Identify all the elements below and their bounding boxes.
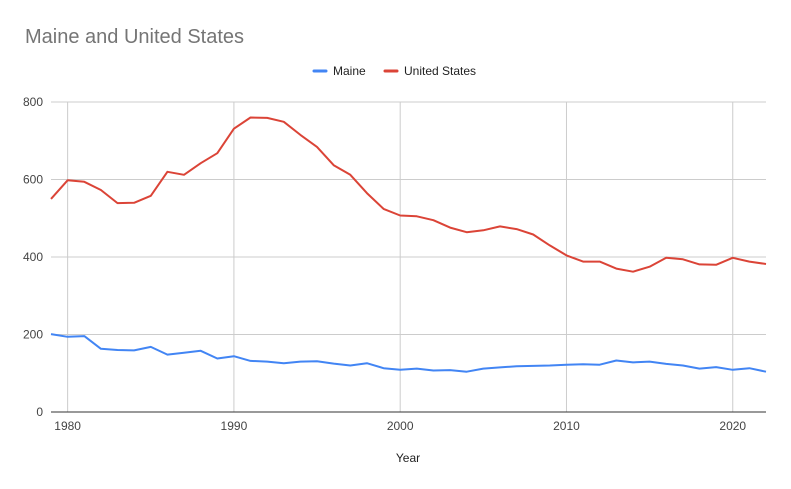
x-tick-label: 2010 [553,419,580,433]
tick-labels: 0 200 400 600 800 1980 1990 2000 2010 2020 [23,95,746,433]
x-tick-label: 2000 [387,419,414,433]
x-tick-label: 1980 [54,419,81,433]
y-tick-label: 400 [23,250,43,264]
series-line-united-states [50,116,767,273]
x-axis-label: Year [396,451,420,465]
legend-label: Maine [333,64,366,78]
chart-title: Maine and United States [25,26,244,48]
y-tick-label: 0 [36,405,43,419]
y-tick-label: 200 [23,328,43,342]
legend: Maine United States [312,64,476,78]
x-tick-label: 2020 [719,419,746,433]
y-tick-label: 800 [23,95,43,109]
y-tick-label: 600 [23,173,43,187]
gridlines [51,101,766,413]
series-line-maine [50,333,767,373]
x-tick-label: 1990 [221,419,248,433]
series-lines [50,116,767,373]
legend-label: United States [404,64,476,78]
